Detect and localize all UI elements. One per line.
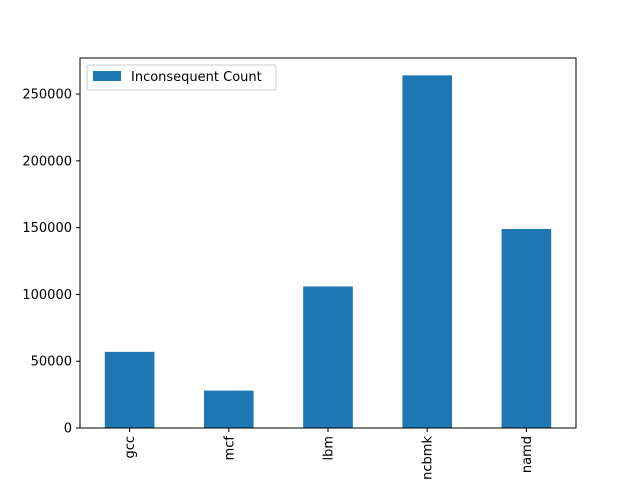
legend: Inconsequent Count [86, 64, 277, 91]
bars-layer [104, 75, 552, 428]
bar-lbm [303, 286, 353, 428]
y-tick-label: 50000 [31, 355, 72, 370]
legend-box [86, 64, 277, 91]
x-tick-label-namd: namd [520, 436, 535, 473]
y-tick-label: 200000 [22, 154, 72, 169]
legend-swatch [93, 71, 121, 81]
bar-mcf [204, 390, 254, 428]
x-tick-label-xalancbmk: xalancbmk [421, 436, 436, 480]
x-tick-label-gcc: gcc [123, 436, 138, 459]
bar-namd [501, 228, 552, 428]
legend-label: Inconsequent Count [131, 70, 262, 85]
bar-gcc [104, 351, 155, 428]
x-tick-label-lbm: lbm [322, 436, 337, 461]
bar-xalancbmk [402, 75, 452, 428]
y-tick-label: 250000 [22, 88, 72, 103]
x-axis: gcc mcf lbm xalancbmk namd [123, 428, 535, 485]
y-axis: 0 50000 100000 150000 200000 250000 [22, 88, 80, 437]
y-tick-label: 100000 [22, 288, 72, 303]
y-tick-label: 150000 [22, 221, 72, 236]
x-tick-label-mcf: mcf [222, 436, 237, 461]
y-tick-label: 0 [64, 422, 72, 437]
